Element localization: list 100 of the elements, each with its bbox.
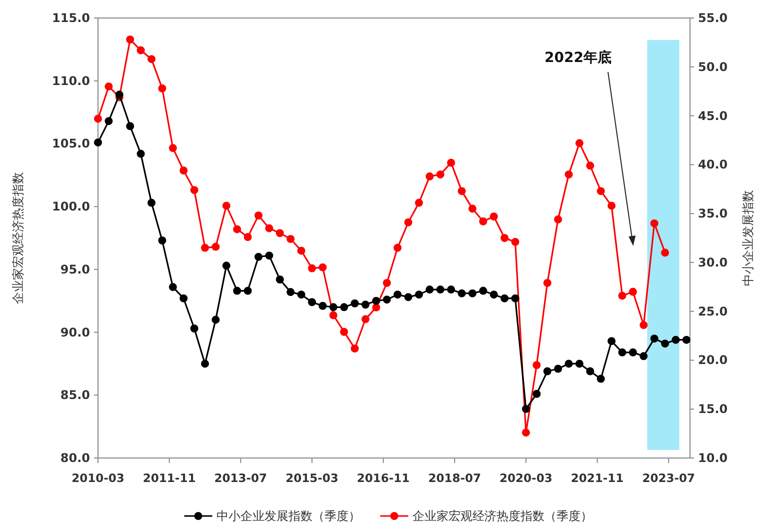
- point: [511, 238, 520, 246]
- point: [564, 170, 573, 178]
- point: [308, 298, 316, 306]
- point: [190, 324, 198, 333]
- point: [276, 275, 284, 284]
- y-tick-label: 115.0: [52, 11, 90, 25]
- point: [147, 55, 156, 64]
- x-tick-label: 2018-07: [428, 471, 482, 485]
- point: [650, 219, 658, 228]
- point: [511, 294, 520, 302]
- point: [318, 263, 327, 272]
- point: [554, 215, 562, 224]
- point: [468, 289, 476, 298]
- point: [372, 296, 380, 305]
- point: [104, 117, 113, 126]
- point: [661, 340, 670, 348]
- x-tick-label: 2021-11: [570, 471, 624, 485]
- point: [265, 224, 274, 232]
- y-tick-label: 80.0: [60, 451, 90, 465]
- point: [500, 294, 509, 302]
- point: [254, 212, 262, 220]
- point: [244, 233, 252, 242]
- x-tick-label: 2013-07: [214, 471, 268, 485]
- point: [575, 139, 584, 148]
- point: [426, 286, 434, 294]
- y2-tick-label: 40.0: [698, 158, 728, 172]
- point: [608, 337, 616, 346]
- point: [426, 172, 434, 180]
- point: [490, 290, 498, 299]
- y2-tick-label: 35.0: [698, 206, 728, 221]
- point: [479, 217, 488, 226]
- x-tick-label: 2020-03: [500, 471, 552, 485]
- y2-axis-title: 中小企业发展指数: [741, 190, 755, 286]
- point: [414, 290, 423, 299]
- y2-tick-label: 25.0: [698, 304, 728, 318]
- point: [104, 82, 113, 90]
- point: [200, 360, 209, 368]
- point: [458, 187, 466, 196]
- y2-tick-label: 50.0: [698, 60, 728, 74]
- point: [490, 212, 498, 220]
- point: [596, 374, 605, 383]
- point: [147, 198, 156, 207]
- point: [682, 336, 690, 344]
- point: [233, 225, 242, 234]
- point: [329, 303, 338, 312]
- point: [126, 122, 134, 130]
- point: [394, 290, 402, 299]
- point: [286, 288, 295, 296]
- point: [522, 404, 530, 413]
- point: [436, 286, 444, 294]
- point: [458, 289, 466, 298]
- point: [222, 202, 230, 210]
- point: [233, 286, 242, 295]
- point: [361, 300, 370, 309]
- point: [297, 290, 306, 299]
- point: [628, 288, 637, 296]
- y-tick-label: 105.0: [52, 136, 90, 151]
- point: [136, 150, 145, 158]
- annotation: 2022年底: [544, 49, 612, 66]
- y-axis-title: 企业家宏观经济热度指数: [11, 172, 25, 304]
- x-tick-label: 2011-11: [142, 471, 196, 485]
- y-tick-label: 85.0: [60, 388, 90, 402]
- point: [404, 293, 412, 302]
- x-tick-label: 2016-11: [356, 471, 410, 485]
- point: [340, 303, 348, 312]
- point: [628, 348, 637, 356]
- point: [94, 138, 102, 146]
- point: [382, 296, 391, 304]
- point: [640, 352, 648, 360]
- point: [254, 252, 262, 261]
- point: [350, 299, 359, 308]
- point: [168, 283, 177, 292]
- y2-tick-label: 15.0: [698, 402, 728, 416]
- x-tick-label: 2023-07: [642, 471, 695, 485]
- point: [640, 321, 648, 330]
- point: [244, 286, 252, 295]
- point: [532, 361, 541, 370]
- point: [447, 286, 456, 294]
- point: [575, 360, 584, 368]
- point: [329, 311, 338, 320]
- y-tick-label: 110.0: [52, 74, 90, 88]
- point: [672, 336, 680, 344]
- point: [126, 36, 134, 44]
- point: [543, 278, 552, 287]
- legend-label: 企业家宏观经济热度指数（季度）: [412, 509, 592, 523]
- point: [180, 166, 188, 175]
- y2-tick-label: 55.0: [698, 11, 728, 25]
- point: [297, 246, 306, 255]
- point: [265, 252, 274, 260]
- y-tick-label: 90.0: [60, 325, 90, 340]
- point: [436, 170, 444, 178]
- x-tick-label: 2015-03: [286, 471, 338, 485]
- point: [212, 316, 220, 324]
- point: [554, 364, 562, 373]
- point: [286, 234, 295, 243]
- point: [350, 344, 359, 352]
- point: [447, 158, 456, 167]
- point: [618, 292, 626, 300]
- point: [382, 278, 391, 287]
- point: [608, 202, 616, 210]
